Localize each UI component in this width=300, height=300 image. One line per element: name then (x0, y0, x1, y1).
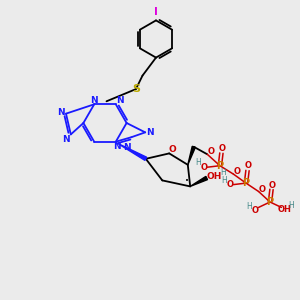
Text: N: N (57, 108, 64, 117)
Polygon shape (188, 146, 195, 165)
Text: N: N (62, 135, 70, 144)
Text: O: O (259, 184, 266, 194)
Text: H: H (289, 200, 295, 209)
Polygon shape (117, 143, 147, 160)
Text: S: S (132, 84, 140, 94)
Text: N: N (90, 96, 98, 105)
Text: H: H (195, 158, 201, 167)
Text: O: O (201, 163, 208, 172)
Text: O: O (169, 145, 177, 154)
Text: O: O (233, 167, 241, 176)
Text: OH: OH (206, 172, 222, 181)
Text: O: O (208, 147, 215, 156)
Text: O: O (268, 181, 276, 190)
Text: N: N (123, 142, 131, 152)
Text: O: O (218, 144, 226, 153)
Text: H: H (221, 176, 227, 184)
Text: O: O (252, 206, 259, 215)
Text: P: P (216, 161, 224, 171)
Text: N: N (113, 142, 121, 151)
Text: H: H (220, 167, 226, 176)
Text: OH: OH (278, 205, 292, 214)
Text: O: O (244, 161, 252, 170)
Text: I: I (154, 7, 158, 17)
Text: O: O (227, 180, 234, 189)
Text: N: N (116, 96, 124, 105)
Text: P: P (266, 197, 274, 207)
Text: •: • (185, 178, 189, 184)
Text: H: H (247, 202, 253, 211)
Text: N: N (146, 128, 154, 137)
Polygon shape (190, 176, 208, 186)
Text: P: P (242, 178, 250, 188)
